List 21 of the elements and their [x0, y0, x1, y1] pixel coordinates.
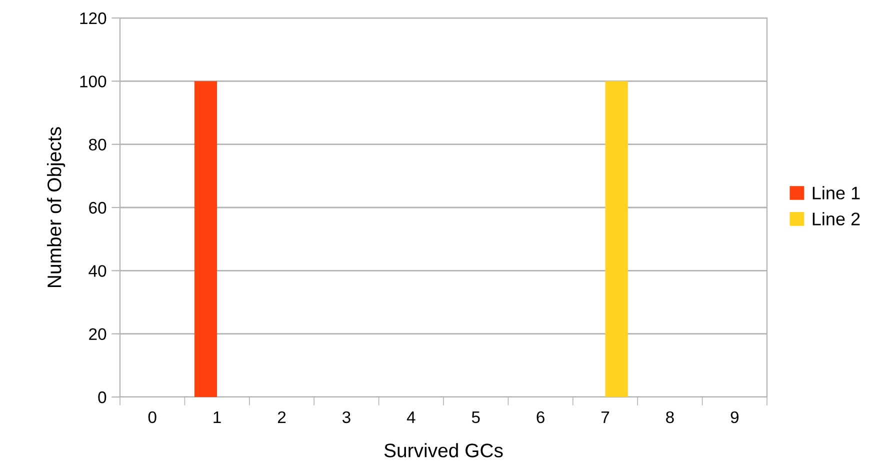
y-tick-label: 0: [98, 391, 106, 404]
y-tick-label: 20: [89, 328, 106, 340]
x-tick-label: 6: [536, 411, 544, 424]
y-tick-label: 40: [88, 265, 106, 277]
y-tick-label: 80: [88, 138, 106, 151]
x-tick-label: 3: [342, 411, 350, 424]
x-tick-label: 9: [730, 411, 738, 424]
y-axis-title: Number of Objects: [46, 127, 66, 287]
y-tick-label: 120: [80, 12, 106, 24]
y-tick-label: 100: [80, 76, 106, 88]
x-tick-label: 7: [601, 412, 610, 423]
y-tick-label: 60: [89, 202, 106, 214]
x-tick-label: 0: [148, 411, 156, 424]
x-tick-label: 4: [406, 412, 416, 423]
legend-label: Line 1: [812, 186, 860, 200]
x-tick-label: 1: [214, 412, 221, 423]
x-axis-title: Survived GCs: [384, 443, 503, 458]
legend-label: Line 2: [812, 212, 860, 226]
x-tick-label: 8: [666, 411, 674, 424]
x-tick-label: 5: [472, 412, 480, 424]
x-tick-label: 2: [278, 411, 286, 423]
